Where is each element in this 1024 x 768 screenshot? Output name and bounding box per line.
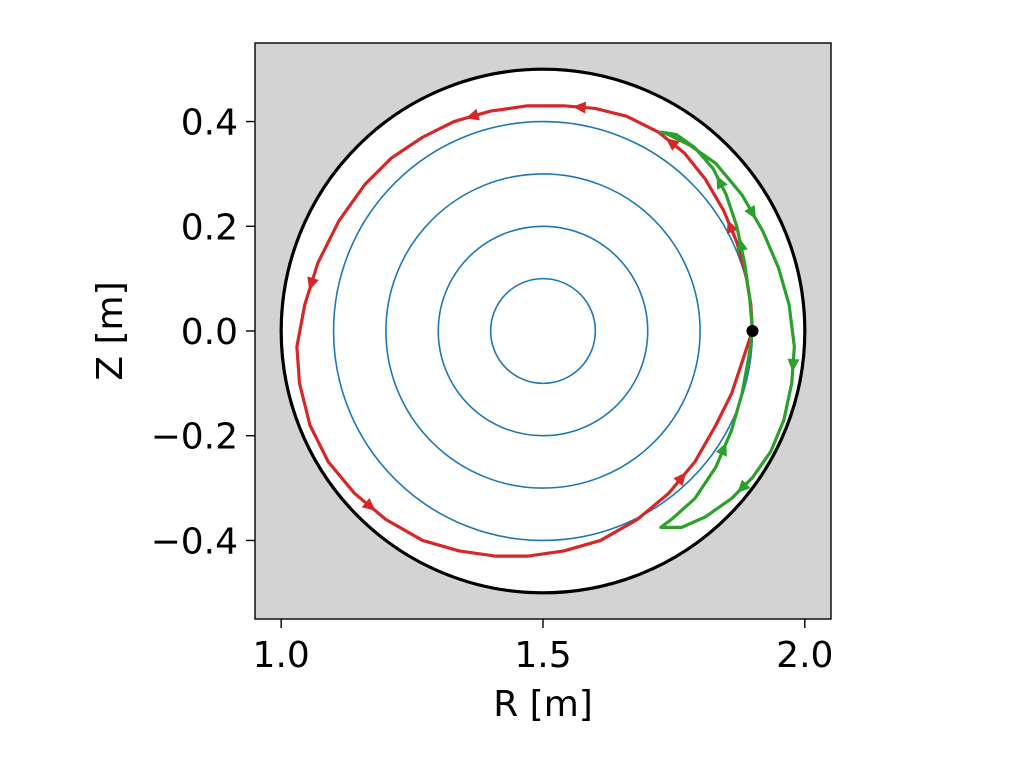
wall-boundary — [279, 67, 807, 595]
orbit-series-1-arrow-1 — [465, 108, 480, 121]
orbit-series-1-arrow-4 — [307, 276, 319, 291]
orbit-series-2-arrow-6 — [715, 442, 727, 457]
orbit-series-1-arrow-3 — [726, 219, 739, 235]
y-tick-label: −0.2 — [151, 417, 238, 458]
x-axis-label: R [m] — [493, 684, 593, 725]
orbit-series-1-arrow-2 — [665, 138, 680, 151]
start-point — [746, 325, 759, 337]
y-tick-label: 0.2 — [181, 207, 238, 248]
x-tick-label: 1.5 — [514, 635, 571, 676]
y-tick-label: 0.0 — [181, 312, 238, 353]
orbit-series-2-arrow-4 — [787, 358, 800, 373]
orbit-series-1-arrow-7 — [673, 472, 687, 487]
orbit-series-2 — [659, 130, 796, 529]
y-axis-label: Z [m] — [90, 281, 131, 380]
flux-surface-2 — [437, 225, 649, 437]
y-tick-label: 0.4 — [181, 103, 238, 144]
orbit-series-2-arrow-2 — [716, 175, 728, 190]
orbit-series-1-arrow-6 — [572, 101, 587, 114]
orbit-series-2-arrow-1 — [736, 237, 748, 252]
orbit-series-2-arrow-5 — [737, 479, 751, 494]
x-tick-label: 2.0 — [776, 635, 833, 676]
orbit-series-2-arrow-3 — [744, 204, 756, 220]
y-tick-label: −0.4 — [151, 521, 238, 562]
x-tick-label: 1.0 — [253, 635, 310, 676]
orbit-series-1-arrow-5 — [361, 497, 376, 511]
flux-surface-3 — [385, 173, 701, 489]
flux-surface-1 — [489, 277, 597, 385]
